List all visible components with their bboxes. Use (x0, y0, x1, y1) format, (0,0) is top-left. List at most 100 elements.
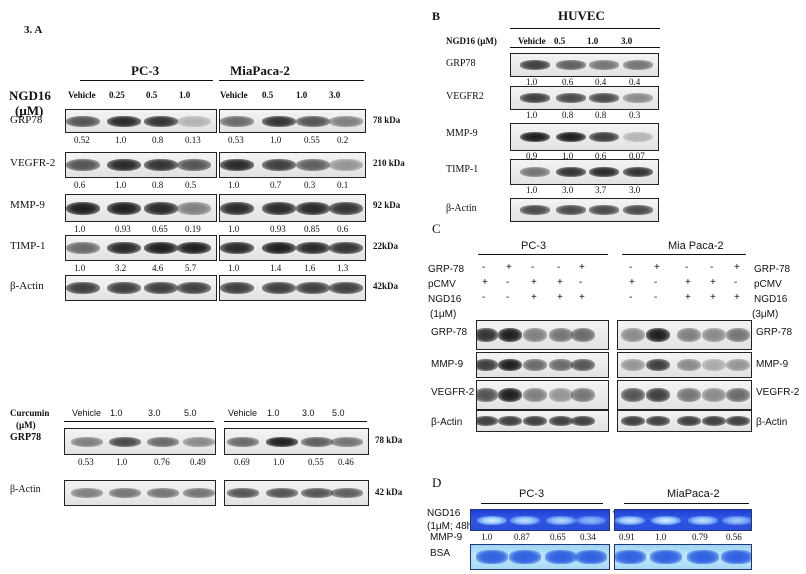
band (571, 388, 595, 402)
quant-value: 1.0 (273, 457, 285, 467)
sign: - (654, 277, 658, 288)
band (646, 416, 670, 426)
sign: + (531, 292, 537, 303)
blot-curcumin-left (64, 480, 216, 506)
row-label-c-right: GRP-78 (756, 327, 793, 338)
band (329, 201, 363, 215)
bsa-band (615, 550, 646, 564)
quant-value: 4.6 (152, 263, 164, 273)
cell-line-miapaca: MiaPaca-2 (230, 63, 290, 78)
band (109, 436, 141, 447)
miapaca-d-underline (624, 503, 749, 504)
huvec-underline (510, 28, 660, 29)
quant-value: 1.0 (74, 224, 86, 234)
band (144, 201, 178, 215)
band (498, 359, 522, 371)
band (523, 359, 547, 371)
band (220, 282, 254, 294)
band (623, 131, 653, 143)
quant-value: 0.79 (692, 532, 708, 542)
band (177, 242, 211, 254)
blot-c-pc3 (476, 410, 609, 432)
band (623, 60, 653, 70)
band (66, 242, 100, 254)
zymogram-miapaca (614, 509, 752, 531)
quant-value: 0.6 (595, 151, 607, 161)
band (296, 242, 330, 254)
blot-huvec (510, 53, 659, 77)
panel-c-label: C (432, 221, 441, 236)
lane-label-huvec: 3.0 (621, 36, 633, 46)
band (589, 60, 619, 70)
lane-label-huvec: 0.5 (554, 36, 566, 46)
quant-value: 0.07 (629, 151, 645, 161)
condition-label-right: pCMV (754, 279, 782, 290)
quant-value: 0.4 (595, 77, 607, 87)
band (523, 328, 547, 342)
lane-label-curcumin: 1.0 (267, 408, 280, 418)
quant-value: 0.76 (154, 457, 170, 467)
band (523, 388, 547, 402)
band (702, 359, 726, 371)
row-label-a: VEGFR-2 (10, 157, 56, 169)
bsa-gel-pc3 (470, 544, 610, 570)
zymogram-band (615, 515, 645, 525)
band (262, 159, 296, 171)
band (571, 416, 595, 426)
condition-label-left: NGD16 (428, 294, 462, 305)
band (107, 115, 141, 127)
quant-value: 0.49 (190, 457, 206, 467)
band (262, 242, 296, 254)
band (677, 416, 701, 426)
band (549, 388, 573, 402)
band (677, 359, 701, 371)
lane-label-huvec: Vehicle (518, 36, 546, 46)
quant-value: 0.4 (629, 77, 641, 87)
band (144, 159, 178, 171)
lane-label-curcumin: 5.0 (184, 408, 197, 418)
quant-value: 0.3 (304, 180, 316, 190)
quant-value: 0.5 (185, 180, 197, 190)
band (498, 416, 522, 426)
band (329, 242, 363, 254)
lane-label-miapaca: Vehicle (220, 90, 248, 100)
sign: + (506, 262, 512, 273)
mw-label: 42 kDa (375, 487, 403, 497)
blot-pc3 (65, 109, 217, 133)
row-label-curcumin: GRP78 (10, 432, 42, 443)
band (296, 115, 330, 127)
band (220, 201, 254, 215)
quant-value: 0.2 (337, 135, 349, 145)
quant-value: 3.0 (562, 185, 574, 195)
quant-value: 1.0 (526, 185, 538, 195)
row-label-c-right: β-Actin (756, 417, 788, 428)
blot-miapaca (219, 194, 366, 222)
band (589, 93, 619, 103)
band (220, 242, 254, 254)
quant-value: 1.0 (228, 263, 240, 273)
curcumin-line-right (224, 421, 367, 422)
band (477, 359, 498, 371)
band (144, 242, 178, 254)
band (227, 436, 259, 447)
band (556, 166, 586, 178)
blot-c-pc3 (476, 380, 609, 410)
panel-b-label: B (432, 9, 441, 23)
row-label-a: MMP-9 (10, 199, 45, 211)
mw-label: 210 kDa (373, 158, 405, 168)
band (66, 159, 100, 171)
band (621, 388, 645, 402)
lane-label-curcumin: 1.0 (110, 408, 123, 418)
curcumin-unit: (μM) (16, 420, 36, 430)
quant-value: 0.1 (337, 180, 349, 190)
band (262, 115, 296, 127)
band (147, 488, 179, 498)
bsa-band (509, 550, 541, 564)
quant-value: 0.34 (580, 532, 596, 542)
zymogram-band (651, 515, 681, 525)
quant-value: 3.2 (115, 263, 127, 273)
band (331, 488, 363, 498)
row-label-b: TIMP-1 (446, 164, 479, 175)
band (520, 205, 550, 215)
band (262, 282, 296, 294)
